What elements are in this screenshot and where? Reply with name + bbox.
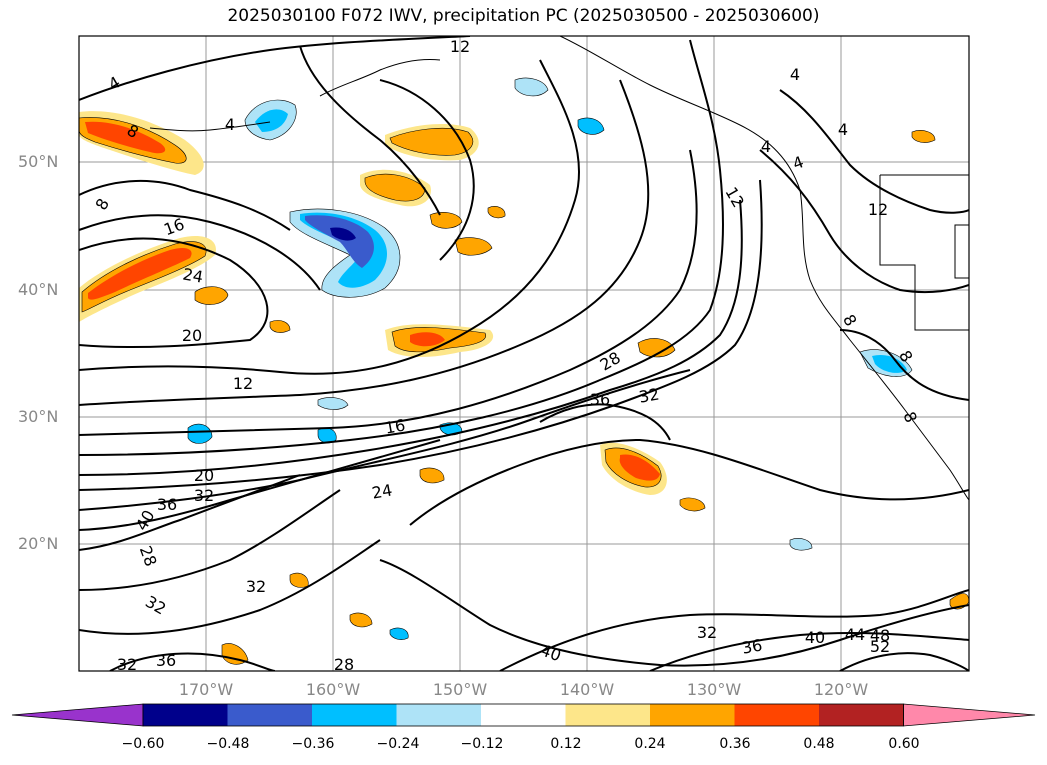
contour-label: 32 <box>117 655 137 674</box>
lon-label-150w: 150°W <box>432 680 488 699</box>
precip-shading <box>79 77 969 665</box>
colorbar-tick: 0.24 <box>634 736 666 752</box>
colorbar <box>11 703 1036 727</box>
colorbar-frame <box>142 703 904 727</box>
contour-label: 4 <box>790 65 800 84</box>
contour-label: 16 <box>383 415 406 437</box>
contour-label: 36 <box>590 390 610 409</box>
colorbar-extend-low <box>11 703 144 727</box>
colorbar-tick: 0.48 <box>803 736 835 752</box>
contour-label: 24 <box>370 480 393 502</box>
colorbar-swatch <box>227 704 313 726</box>
contour-label: 36 <box>156 651 176 670</box>
contour-label: 12 <box>868 200 888 219</box>
map-frame <box>78 35 970 672</box>
lat-label-50n: 50°N <box>18 152 59 171</box>
contour-label: 32 <box>194 486 214 505</box>
map-title: 2025030100 F072 IWV, precipitation PC (2… <box>227 6 820 26</box>
lat-label-40n: 40°N <box>18 280 59 299</box>
lat-label-20n: 20°N <box>18 534 59 553</box>
contour-label: 12 <box>233 374 253 393</box>
colorbar-swatch <box>819 704 904 726</box>
colorbar-tick: −0.12 <box>460 736 504 752</box>
colorbar-swatch <box>650 704 735 726</box>
colorbar-swatch <box>396 704 482 726</box>
lon-label-130w: 130°W <box>686 680 742 699</box>
contour-label: 36 <box>740 635 763 657</box>
contour-label: 40 <box>805 628 825 647</box>
contour-label: 52 <box>870 637 890 656</box>
coastline <box>149 36 969 501</box>
colorbar-swatch <box>143 704 228 726</box>
contour-label: 44 <box>845 625 865 644</box>
contour-label: 32 <box>246 577 266 596</box>
colorbar-tick: 0.60 <box>888 736 920 752</box>
contour-label: 32 <box>697 623 717 642</box>
contour-label: 48 <box>870 626 890 645</box>
contour-label: 20 <box>194 466 214 485</box>
contour-label: 28 <box>334 655 354 674</box>
contour-label: 24 <box>181 264 204 286</box>
colorbar-tick: −0.36 <box>291 736 335 752</box>
colorbar-tick: 0.36 <box>719 736 751 752</box>
contour-label: 4 <box>761 137 771 156</box>
lon-label-120w: 120°W <box>813 680 869 699</box>
lon-label-160w: 160°W <box>305 680 361 699</box>
colorbar-tick: −0.60 <box>121 736 165 752</box>
contour-label: 4 <box>225 115 235 134</box>
colorbar-swatch <box>312 704 397 726</box>
lon-label-170w: 170°W <box>178 680 234 699</box>
contour-label: 36 <box>157 495 177 514</box>
graticule <box>79 36 969 671</box>
colorbar-tick: 0.12 <box>550 736 582 752</box>
lon-label-140w: 140°W <box>559 680 615 699</box>
colorbar-swatch <box>565 704 651 726</box>
contour-label: 12 <box>450 37 470 56</box>
contour-label: 32 <box>637 384 660 406</box>
contour-label: 4 <box>838 120 848 139</box>
colorbar-swatch <box>734 704 820 726</box>
map-background <box>79 36 969 671</box>
colorbar-tick: −0.24 <box>376 736 420 752</box>
lat-label-30n: 30°N <box>18 407 59 426</box>
colorbar-swatch <box>481 704 566 726</box>
iwv-contours <box>79 36 969 671</box>
colorbar-tick: −0.48 <box>206 736 250 752</box>
colorbar-extend-high <box>903 703 1036 727</box>
contour-label: 20 <box>182 326 202 345</box>
